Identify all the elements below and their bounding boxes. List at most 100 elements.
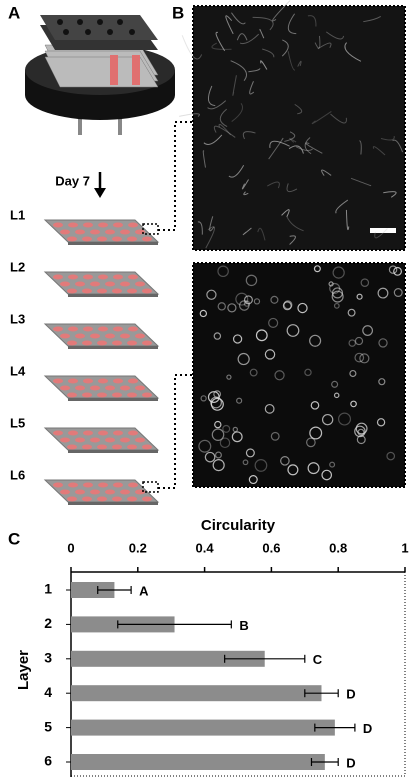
- cell: [274, 370, 285, 381]
- pore: [127, 288, 137, 294]
- pore: [112, 288, 122, 294]
- pore: [53, 430, 63, 436]
- y-tick-label: 2: [44, 615, 52, 631]
- scaffold-edge: [68, 242, 158, 245]
- cell: [321, 413, 334, 426]
- pore: [135, 385, 145, 391]
- cell: [253, 298, 261, 305]
- fiber: [260, 60, 268, 70]
- cell: [198, 439, 212, 453]
- fiber: [228, 164, 245, 178]
- pore: [83, 222, 93, 228]
- fiber: [267, 181, 280, 189]
- pore: [127, 496, 137, 502]
- cell: [331, 287, 344, 299]
- arrowhead: [94, 188, 106, 198]
- bar: [71, 650, 265, 667]
- pore: [127, 444, 137, 450]
- pore: [105, 333, 115, 339]
- cell: [329, 461, 336, 468]
- pore: [90, 281, 100, 287]
- annotation: D: [346, 687, 355, 702]
- pore: [120, 385, 130, 391]
- fiber: [289, 137, 297, 143]
- pore: [67, 444, 77, 450]
- pore: [53, 326, 63, 332]
- cell: [199, 309, 208, 318]
- pore: [135, 281, 145, 287]
- cell: [348, 339, 357, 347]
- chart: Circularity Layer 0 0.2 0.4 0.6 0.8 1 1 A 2 B 3 C 4 D 5 D…: [15, 517, 409, 777]
- cell: [349, 369, 357, 378]
- cell: [280, 456, 290, 466]
- bar: [71, 685, 322, 702]
- fiber: [242, 131, 256, 140]
- cell: [222, 424, 231, 433]
- cell: [307, 462, 320, 475]
- pore: [128, 274, 138, 280]
- cell: [304, 368, 312, 377]
- scale-bar: [370, 228, 396, 233]
- annotation: B: [239, 618, 248, 633]
- highlight-box: [142, 481, 159, 493]
- cell: [255, 329, 268, 342]
- y-tick-label: 6: [44, 753, 52, 769]
- pore: [90, 489, 100, 495]
- x-tick-label: 0.6: [262, 540, 280, 555]
- cell: [219, 437, 231, 449]
- pore: [83, 430, 93, 436]
- pore: [90, 229, 100, 235]
- pore: [68, 222, 78, 228]
- pore: [53, 222, 63, 228]
- pore: [142, 236, 152, 242]
- layer-label: L6: [10, 467, 25, 482]
- fiber: [311, 110, 332, 125]
- pore: [98, 222, 108, 228]
- pore: [120, 333, 130, 339]
- pore: [113, 378, 123, 384]
- pore: [75, 385, 85, 391]
- fiber: [281, 209, 290, 217]
- device-illustration: [25, 15, 175, 135]
- x-tick-label: 0: [67, 540, 74, 555]
- fiber: [242, 227, 252, 236]
- cell: [211, 428, 225, 442]
- fiber: [203, 134, 223, 145]
- cell: [264, 403, 275, 414]
- annotation: D: [363, 721, 372, 736]
- pore: [142, 496, 152, 502]
- cell: [338, 412, 352, 426]
- fiber: [363, 16, 381, 23]
- cell: [231, 431, 243, 443]
- pore: [128, 222, 138, 228]
- fiber: [213, 125, 236, 138]
- bar: [71, 582, 115, 598]
- cell: [243, 295, 253, 305]
- pore: [83, 378, 93, 384]
- cell: [356, 293, 363, 300]
- cell: [242, 459, 249, 466]
- fiber: [269, 140, 290, 148]
- fiber: [181, 35, 203, 60]
- cell: [207, 391, 220, 404]
- pore: [128, 482, 138, 488]
- cell: [333, 392, 340, 399]
- pore: [75, 333, 85, 339]
- fiber: [305, 142, 323, 154]
- pore: [142, 392, 152, 398]
- cell: [354, 425, 366, 438]
- fiber: [325, 31, 345, 40]
- cell: [360, 278, 370, 287]
- cell: [309, 334, 322, 347]
- cell: [212, 459, 225, 472]
- pore: [135, 437, 145, 443]
- microscopy-image: [192, 262, 406, 488]
- fiber: [257, 227, 266, 241]
- pore: [128, 430, 138, 436]
- cell: [226, 374, 232, 380]
- pore: [82, 444, 92, 450]
- cell: [254, 459, 268, 472]
- connector: [158, 121, 193, 489]
- pore: [67, 392, 77, 398]
- pore: [68, 378, 78, 384]
